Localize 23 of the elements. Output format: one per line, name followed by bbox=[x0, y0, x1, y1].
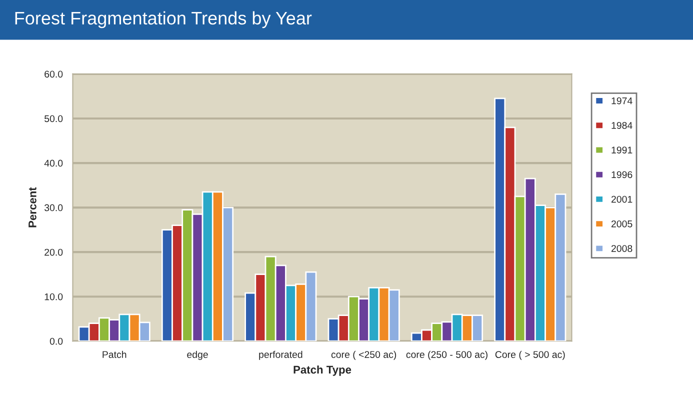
x-tick-label: edge bbox=[187, 350, 208, 360]
x-tick-label: Patch bbox=[102, 350, 126, 358]
x-tick-label: Core ( > 500 ac) bbox=[495, 350, 565, 360]
chart-title: Forest Fragmentation Trends by Year bbox=[15, 11, 312, 28]
x-tick-label: perforated bbox=[259, 350, 302, 360]
y-tick-label: 40.0 bbox=[44, 160, 63, 167]
y-tick-label: 0.0 bbox=[50, 338, 63, 345]
legend-label: 1996 bbox=[612, 171, 632, 178]
y-tick-label: 20.0 bbox=[44, 248, 63, 256]
y-axis-title: Percent bbox=[28, 187, 36, 228]
legend-label: 1991 bbox=[612, 146, 632, 154]
x-tick-label: core ( <250 ac) bbox=[331, 350, 396, 360]
legend-label: 1984 bbox=[612, 122, 632, 129]
x-tick-label: core (250 - 500 ac) bbox=[406, 350, 488, 360]
x-axis-title: Patch Type bbox=[294, 365, 352, 376]
y-tick-label: 60.0 bbox=[44, 70, 63, 78]
y-tick-label: 30.0 bbox=[44, 204, 63, 212]
legend-label: 1974 bbox=[612, 97, 632, 104]
legend-label: 2008 bbox=[611, 245, 632, 252]
y-tick-label: 50.0 bbox=[44, 115, 63, 122]
y-tick-label: 10.0 bbox=[44, 293, 63, 300]
legend-label: 2005 bbox=[611, 220, 632, 228]
legend-label: 2001 bbox=[611, 196, 632, 203]
